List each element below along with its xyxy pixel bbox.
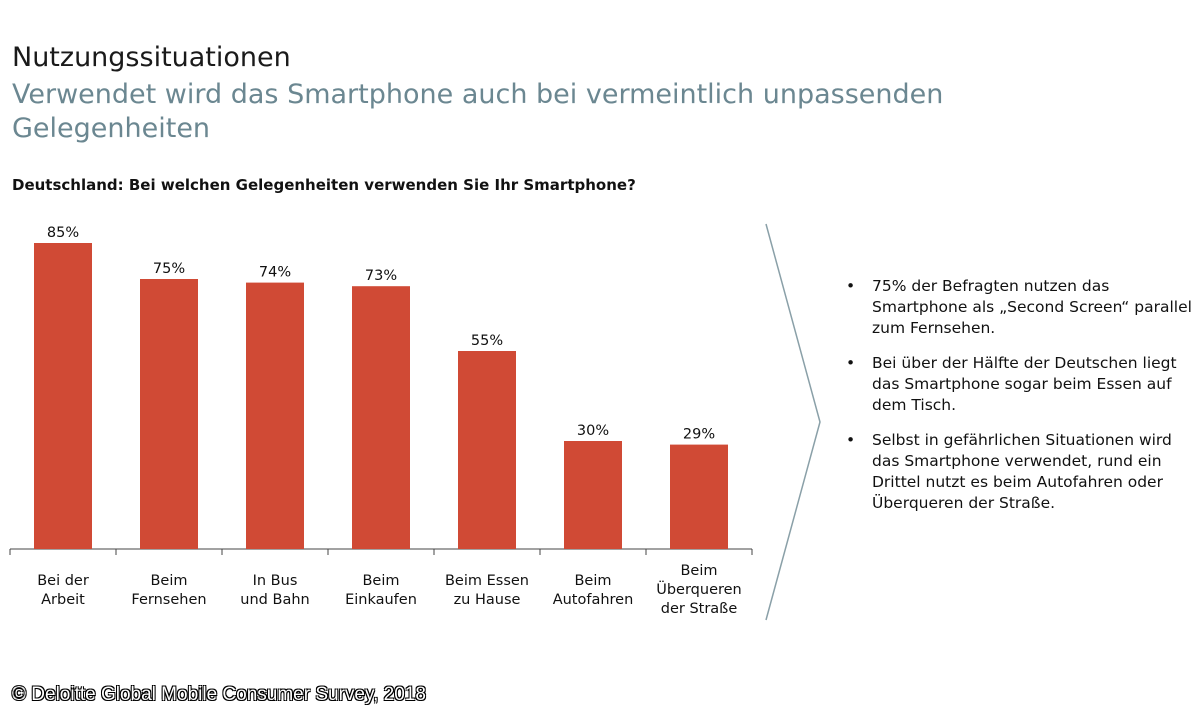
data-label: 74% bbox=[259, 265, 291, 281]
data-label: 75% bbox=[153, 261, 185, 277]
category-tick-label: Überqueren bbox=[656, 580, 742, 598]
category-tick-label: Beim Essen bbox=[445, 573, 529, 589]
category-tick-label: Beim bbox=[362, 573, 399, 589]
bar bbox=[352, 286, 410, 549]
finding-item: Selbst in gefährlichen Situationen wird … bbox=[846, 430, 1196, 514]
category-tick-label: Fernsehen bbox=[131, 592, 206, 608]
category-tick-label: zu Hause bbox=[454, 592, 521, 608]
chart-title: Deutschland: Bei welchen Gelegenheiten v… bbox=[12, 176, 636, 194]
bar bbox=[564, 441, 622, 549]
bar bbox=[34, 243, 92, 549]
page-title: Nutzungssituationen bbox=[12, 42, 291, 73]
bar-chart: 85% Bei der Arbeit 75% Beim Fernsehen 74% In Bu… bbox=[9, 225, 753, 617]
category-tick-label: der Straße bbox=[661, 601, 738, 617]
category-tick-label: In Bus bbox=[253, 573, 298, 589]
category-tick-label: Beim bbox=[574, 573, 611, 589]
category-tick-label: Einkaufen bbox=[345, 592, 417, 608]
category-tick-label: Autofahren bbox=[553, 592, 634, 608]
category-tick-label: und Bahn bbox=[240, 592, 309, 608]
key-findings-list: 75% der Befragten nutzen das Smartphone … bbox=[846, 276, 1196, 528]
chevron-divider-icon bbox=[765, 223, 821, 621]
finding-item: 75% der Befragten nutzen das Smartphone … bbox=[846, 276, 1196, 339]
bar bbox=[670, 444, 728, 549]
finding-item: Bei über der Hälfte der Deutschen liegt … bbox=[846, 353, 1196, 416]
data-label: 73% bbox=[365, 268, 397, 284]
bar bbox=[140, 279, 198, 549]
category-tick-label: Arbeit bbox=[41, 592, 85, 608]
data-label: 85% bbox=[47, 225, 79, 241]
bar bbox=[246, 282, 304, 549]
data-label: 30% bbox=[577, 423, 609, 439]
page-subtitle: Verwendet wird das Smartphone auch bei v… bbox=[12, 79, 944, 144]
data-label: 29% bbox=[683, 427, 715, 443]
bar bbox=[458, 351, 516, 549]
category-tick-label: Beim bbox=[680, 563, 717, 579]
source-caption: © Deloitte Global Mobile Consumer Survey… bbox=[12, 684, 426, 705]
data-label: 55% bbox=[471, 333, 503, 349]
category-tick-label: Beim bbox=[150, 573, 187, 589]
category-tick-label: Bei der bbox=[37, 573, 89, 589]
